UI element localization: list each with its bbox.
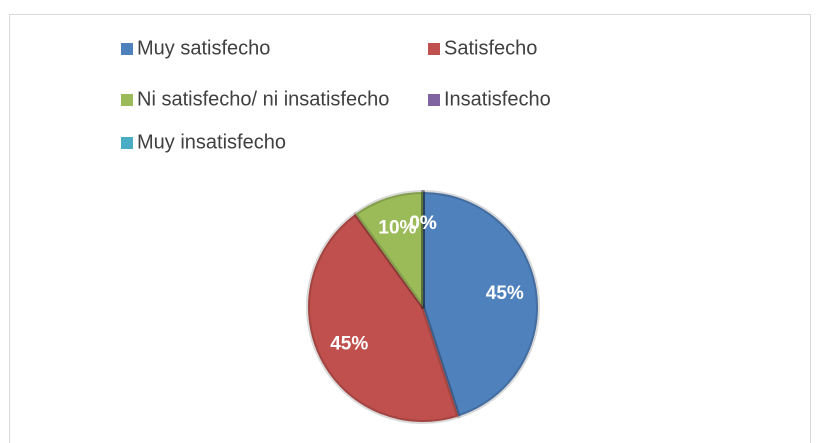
legend-label: Muy satisfecho bbox=[137, 37, 270, 59]
data-label: 0% bbox=[409, 213, 437, 234]
legend-label: Satisfecho bbox=[444, 37, 537, 59]
legend-label: Muy insatisfecho bbox=[137, 131, 286, 153]
pie-slice bbox=[353, 190, 425, 309]
data-label: 0% bbox=[409, 213, 437, 234]
legend-swatch bbox=[428, 94, 440, 106]
data-label: 45% bbox=[486, 283, 524, 304]
legend-label: Insatisfecho bbox=[444, 88, 551, 110]
pie-slice bbox=[421, 190, 540, 419]
legend-swatch bbox=[428, 43, 440, 55]
legend-swatch bbox=[121, 137, 133, 149]
data-label: 45% bbox=[330, 334, 368, 355]
pie-slice bbox=[306, 211, 461, 424]
data-label: 10% bbox=[378, 217, 416, 238]
legend-swatch bbox=[121, 43, 133, 55]
legend-label: Ni satisfecho/ ni insatisfecho bbox=[137, 88, 389, 110]
legend-swatch bbox=[121, 94, 133, 106]
